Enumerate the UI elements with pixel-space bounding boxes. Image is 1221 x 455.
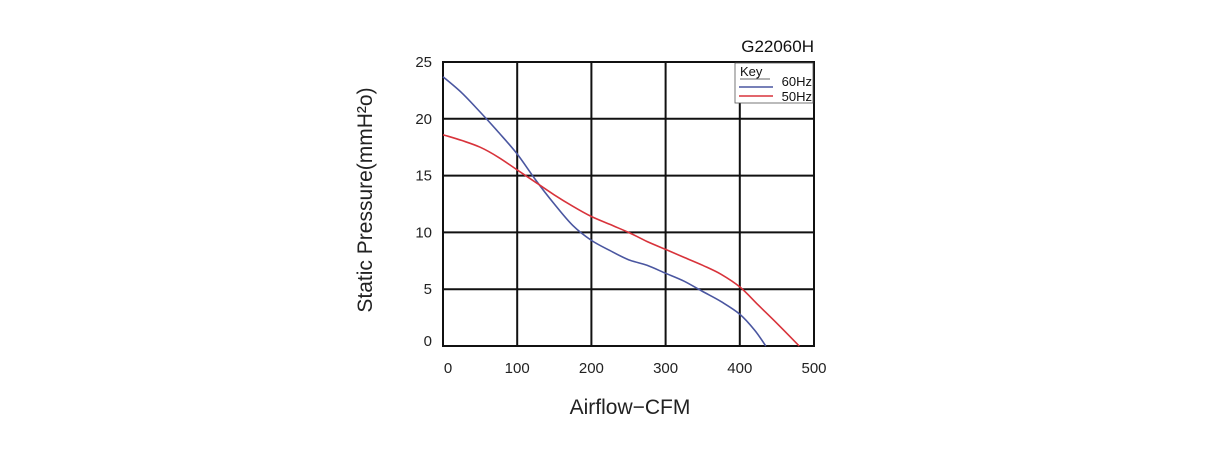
x-tick-label: 500	[801, 360, 826, 377]
x-tick-label: 300	[653, 360, 678, 377]
legend: Key 60Hz 50Hz	[734, 62, 814, 104]
legend-label-60hz: 60Hz	[782, 74, 812, 89]
legend-label-50hz: 50Hz	[782, 89, 812, 104]
series-line-60hz	[442, 76, 767, 347]
x-tick-label: 200	[579, 360, 604, 377]
y-tick-label: 0	[424, 333, 432, 350]
series-layer	[442, 76, 800, 347]
series-line-50hz	[442, 133, 800, 347]
chart-title: G22060H	[741, 37, 814, 56]
y-tick-label: 15	[415, 168, 432, 185]
x-axis-label: Airflow−CFM	[570, 396, 691, 419]
legend-title: Key	[740, 64, 763, 79]
y-tick-label: 10	[415, 224, 432, 241]
x-tick-labels: 0 100 200 300 400 500	[444, 360, 827, 377]
y-axis-label: Static Pressure(mmH²o)	[354, 87, 377, 312]
y-tick-label: 20	[415, 111, 432, 128]
y-tick-labels: 0 5 10 15 20 25	[415, 54, 432, 350]
x-tick-label: 400	[727, 360, 752, 377]
plot-area-frame	[442, 61, 815, 347]
grid-lines	[443, 62, 814, 346]
y-tick-label: 25	[415, 54, 432, 71]
x-tick-label: 0	[444, 360, 452, 377]
x-tick-label: 100	[505, 360, 530, 377]
y-tick-label: 5	[424, 281, 432, 298]
